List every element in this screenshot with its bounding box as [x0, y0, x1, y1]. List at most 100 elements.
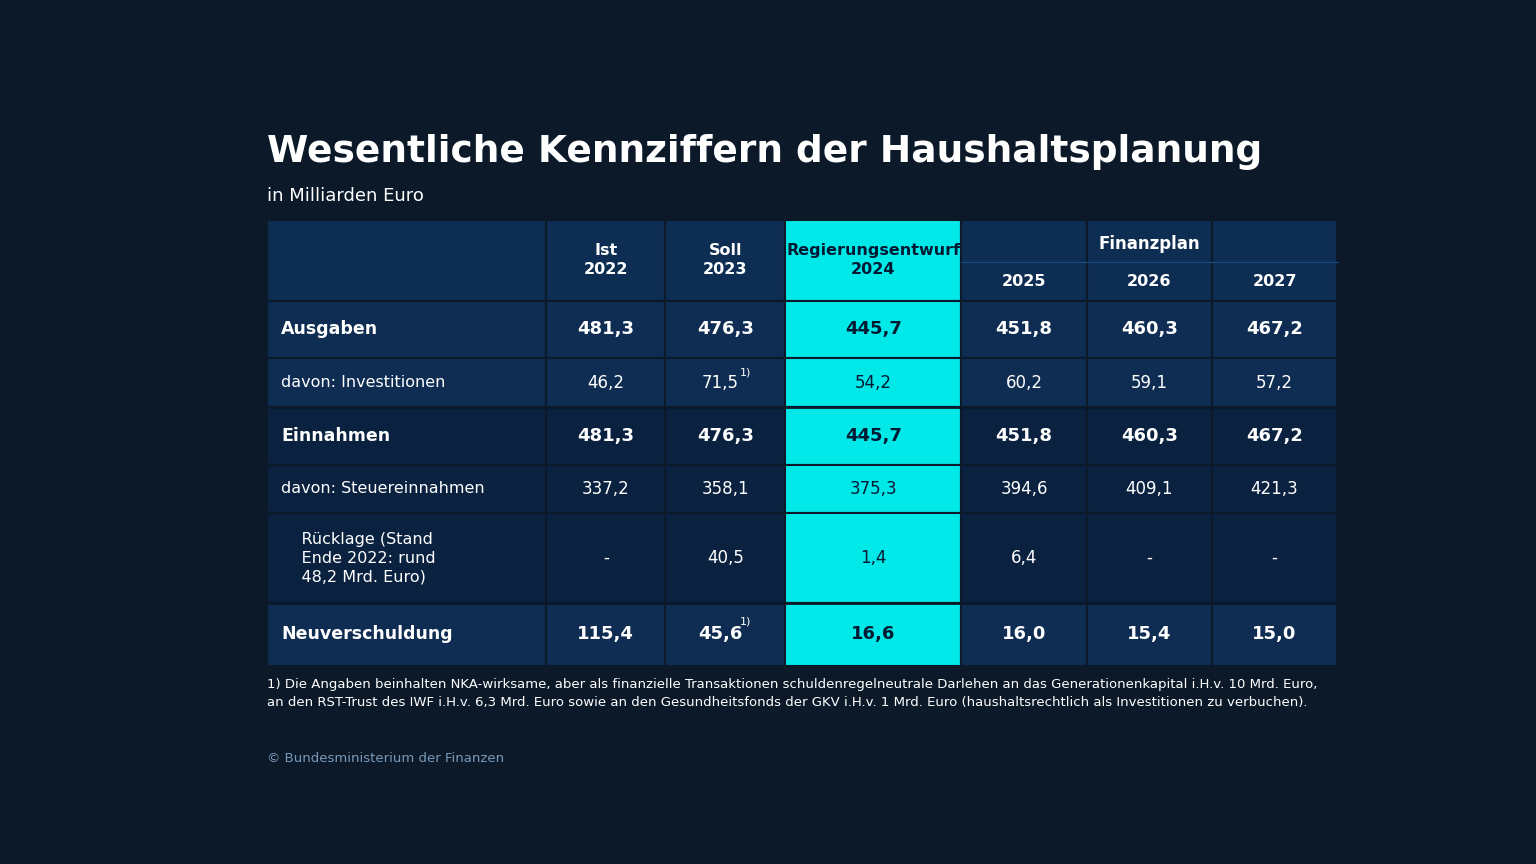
Text: 1): 1): [739, 617, 751, 626]
Bar: [785, 407, 962, 465]
Bar: [1086, 602, 1212, 666]
Text: 481,3: 481,3: [578, 321, 634, 339]
Bar: [962, 301, 1086, 359]
Text: 16,6: 16,6: [851, 626, 895, 643]
Bar: [962, 465, 1086, 513]
Text: Einnahmen: Einnahmen: [281, 427, 390, 445]
Text: 394,6: 394,6: [1000, 480, 1048, 498]
Bar: [785, 359, 962, 407]
Bar: [1212, 359, 1338, 407]
Text: 46,2: 46,2: [587, 373, 624, 391]
Bar: [665, 513, 785, 602]
Bar: [267, 220, 545, 301]
Text: Ist
2022: Ist 2022: [584, 244, 628, 277]
Text: 2026: 2026: [1127, 274, 1172, 289]
Text: 57,2: 57,2: [1256, 373, 1293, 391]
Text: 358,1: 358,1: [702, 480, 750, 498]
Text: 115,4: 115,4: [578, 626, 634, 643]
Text: 1,4: 1,4: [860, 549, 886, 567]
Text: 445,7: 445,7: [845, 321, 902, 339]
Bar: [267, 513, 545, 602]
Bar: [267, 465, 545, 513]
Text: 375,3: 375,3: [849, 480, 897, 498]
Text: 54,2: 54,2: [854, 373, 892, 391]
Text: 451,8: 451,8: [995, 427, 1052, 445]
Bar: [962, 602, 1086, 666]
Text: Wesentliche Kennziffern der Haushaltsplanung: Wesentliche Kennziffern der Haushaltspla…: [267, 134, 1263, 169]
Bar: [267, 407, 545, 465]
Text: 467,2: 467,2: [1246, 427, 1303, 445]
Text: -: -: [1146, 549, 1152, 567]
Text: 60,2: 60,2: [1006, 373, 1043, 391]
Text: 16,0: 16,0: [1001, 626, 1046, 643]
Text: 45,6: 45,6: [699, 626, 742, 643]
Bar: [1212, 220, 1338, 301]
Bar: [1086, 465, 1212, 513]
Bar: [1212, 513, 1338, 602]
Bar: [1086, 301, 1212, 359]
Bar: [545, 465, 665, 513]
Text: Rücklage (Stand
    Ende 2022: rund
    48,2 Mrd. Euro): Rücklage (Stand Ende 2022: rund 48,2 Mrd…: [281, 532, 436, 584]
Text: 15,0: 15,0: [1252, 626, 1296, 643]
Bar: [665, 407, 785, 465]
Bar: [665, 301, 785, 359]
Text: 1) Die Angaben beinhalten NKA-wirksame, aber als finanzielle Transaktionen schul: 1) Die Angaben beinhalten NKA-wirksame, …: [267, 678, 1318, 708]
Text: Soll
2023: Soll 2023: [703, 244, 748, 277]
Bar: [785, 513, 962, 602]
Bar: [665, 359, 785, 407]
Text: davon: Steuereinnahmen: davon: Steuereinnahmen: [281, 481, 485, 497]
Text: 481,3: 481,3: [578, 427, 634, 445]
Text: 2027: 2027: [1252, 274, 1296, 289]
Text: 476,3: 476,3: [697, 427, 754, 445]
Text: 15,4: 15,4: [1127, 626, 1172, 643]
Text: © Bundesministerium der Finanzen: © Bundesministerium der Finanzen: [267, 753, 504, 766]
Bar: [545, 602, 665, 666]
Bar: [962, 513, 1086, 602]
Bar: [1086, 513, 1212, 602]
Bar: [545, 220, 665, 301]
Text: 445,7: 445,7: [845, 427, 902, 445]
Text: 2025: 2025: [1001, 274, 1046, 289]
Text: 71,5: 71,5: [702, 373, 739, 391]
Text: Finanzplan: Finanzplan: [1098, 235, 1200, 253]
Text: 451,8: 451,8: [995, 321, 1052, 339]
Bar: [267, 359, 545, 407]
Text: 460,3: 460,3: [1121, 321, 1178, 339]
Bar: [962, 407, 1086, 465]
Bar: [785, 602, 962, 666]
Text: -: -: [1272, 549, 1278, 567]
Bar: [545, 407, 665, 465]
Bar: [1086, 359, 1212, 407]
Bar: [1212, 407, 1338, 465]
Bar: [1086, 407, 1212, 465]
Bar: [785, 220, 962, 301]
Bar: [1212, 602, 1338, 666]
Text: davon: Investitionen: davon: Investitionen: [281, 375, 445, 390]
Bar: [785, 301, 962, 359]
Bar: [1212, 301, 1338, 359]
Text: 421,3: 421,3: [1250, 480, 1298, 498]
Bar: [665, 220, 785, 301]
Bar: [665, 465, 785, 513]
Bar: [267, 602, 545, 666]
Text: Neuverschuldung: Neuverschuldung: [281, 626, 453, 643]
Text: 337,2: 337,2: [582, 480, 630, 498]
Text: 460,3: 460,3: [1121, 427, 1178, 445]
Text: 467,2: 467,2: [1246, 321, 1303, 339]
Bar: [962, 220, 1086, 301]
Bar: [545, 513, 665, 602]
Bar: [1212, 465, 1338, 513]
Text: Ausgaben: Ausgaben: [281, 321, 378, 339]
Bar: [545, 301, 665, 359]
Bar: [1086, 220, 1212, 301]
Text: in Milliarden Euro: in Milliarden Euro: [267, 187, 424, 205]
Bar: [665, 602, 785, 666]
Bar: [545, 359, 665, 407]
Text: 59,1: 59,1: [1130, 373, 1167, 391]
Text: 476,3: 476,3: [697, 321, 754, 339]
Bar: [785, 465, 962, 513]
Bar: [962, 359, 1086, 407]
Text: -: -: [602, 549, 608, 567]
Text: 6,4: 6,4: [1011, 549, 1037, 567]
Text: 40,5: 40,5: [707, 549, 743, 567]
